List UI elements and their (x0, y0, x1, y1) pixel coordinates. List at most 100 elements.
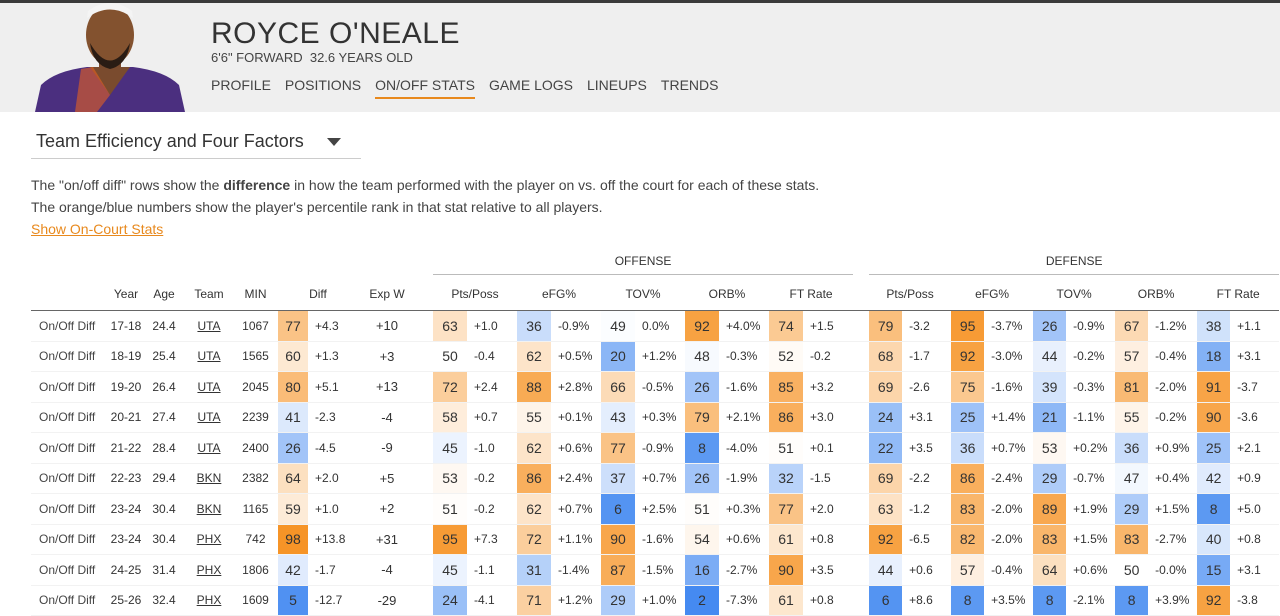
spacer (853, 341, 870, 372)
team-link[interactable]: UTA (185, 402, 233, 433)
spacer (853, 310, 870, 342)
stat-value: -4.5 (308, 432, 358, 464)
nav-tab[interactable]: ON/OFF STATS (375, 77, 475, 99)
spacer (853, 371, 870, 403)
percentile: 29 (601, 585, 635, 616)
stat-value: +1.5% (1066, 524, 1116, 555)
group-label: OFFENSE (433, 254, 854, 275)
stat-value: +0.6% (1066, 554, 1116, 586)
column-header: Team (185, 277, 233, 311)
team-link[interactable]: UTA (185, 432, 233, 464)
percentile: 86 (951, 463, 985, 494)
stat-value: +1.3 (308, 341, 358, 372)
percentile: 53 (433, 463, 467, 494)
stat-value: -2.7% (1148, 524, 1198, 555)
percentile: 51 (685, 493, 719, 525)
stat-value: +1.0 (467, 310, 517, 342)
group-label: DEFENSE (869, 254, 1280, 275)
stat-value: +2.1% (719, 402, 769, 433)
stat-value: -3.2 (902, 310, 952, 342)
percentile: 5 (278, 585, 308, 616)
team-link[interactable]: PHX (185, 585, 233, 616)
toggle-link[interactable]: Show On-Court Stats (31, 221, 164, 237)
percentile: 20 (601, 341, 635, 372)
percentile: 21 (1033, 402, 1067, 433)
percentile: 79 (685, 402, 719, 433)
percentile: 87 (601, 554, 635, 586)
stat-value: +0.3% (635, 402, 685, 433)
cell: 20-21 (109, 402, 143, 433)
row-label: On/Off Diff (31, 341, 109, 372)
stat-value: +1.5% (1148, 493, 1198, 525)
percentile: 8 (685, 432, 719, 464)
desc-bold: difference (223, 177, 291, 193)
stat-value: +0.8 (1230, 524, 1280, 555)
description-line: The "on/off diff" rows show the differen… (31, 177, 819, 193)
nav-tab[interactable]: LINEUPS (586, 77, 647, 93)
expected-wins: -4 (358, 402, 416, 433)
nav-tab[interactable]: GAME LOGS (488, 77, 573, 93)
stat-value: -0.7% (1066, 463, 1116, 494)
group-header: OFFENSE (433, 251, 854, 277)
percentile: 95 (433, 524, 467, 555)
percentile: 77 (601, 432, 635, 464)
column-header: Diff (278, 277, 358, 311)
stat-value: -0.3% (1066, 371, 1116, 403)
spacer (853, 463, 870, 494)
cell: 28.4 (143, 432, 185, 464)
percentile: 63 (869, 493, 903, 525)
percentile: 57 (1115, 341, 1149, 372)
stat-value: -6.5 (902, 524, 952, 555)
percentile: 8 (951, 585, 985, 616)
expected-wins: -4 (358, 554, 416, 586)
spacer (416, 524, 433, 555)
row-label: On/Off Diff (31, 524, 109, 555)
stat-value: -1.6% (719, 371, 769, 403)
team-link[interactable]: BKN (185, 493, 233, 525)
cell: 2400 (233, 432, 278, 464)
percentile: 8 (1115, 585, 1149, 616)
cell: 30.4 (143, 493, 185, 525)
stat-value: +0.8 (803, 524, 854, 555)
team-link[interactable]: UTA (185, 341, 233, 372)
percentile: 8 (1033, 585, 1067, 616)
spacer (416, 371, 433, 403)
cell: 2045 (233, 371, 278, 403)
stat-value: -2.6 (902, 371, 952, 403)
expected-wins: -29 (358, 585, 416, 616)
percentile: 29 (1115, 493, 1149, 525)
nav-tab[interactable]: POSITIONS (284, 77, 362, 93)
stat-value: 0.0% (635, 310, 685, 342)
stat-value: +1.2% (551, 585, 601, 616)
percentile: 42 (1197, 463, 1231, 494)
stat-value: +1.9% (1066, 493, 1116, 525)
team-link[interactable]: UTA (185, 310, 233, 342)
nav-tab[interactable]: PROFILE (211, 77, 271, 93)
nav-tab[interactable]: TRENDS (660, 77, 719, 93)
percentile: 38 (1197, 310, 1231, 342)
team-link[interactable]: PHX (185, 524, 233, 555)
desc-text: The "on/off diff" rows show the (31, 177, 224, 193)
cell: 22-23 (109, 463, 143, 494)
stat-value: +4.0% (719, 310, 769, 342)
expected-wins: +10 (358, 310, 416, 342)
percentile: 8 (1197, 493, 1231, 525)
team-link[interactable]: BKN (185, 463, 233, 494)
percentile: 77 (278, 310, 308, 342)
percentile: 25 (1197, 432, 1231, 464)
description-line: The orange/blue numbers show the player'… (31, 199, 603, 215)
expected-wins: +13 (358, 371, 416, 403)
stat-value: -1.7 (902, 341, 952, 372)
percentile: 24 (869, 402, 903, 433)
percentile: 64 (1033, 554, 1067, 586)
expected-wins: +2 (358, 493, 416, 525)
team-link[interactable]: PHX (185, 554, 233, 586)
cell: 25-26 (109, 585, 143, 616)
stat-selector[interactable]: Team Efficiency and Four Factors (31, 126, 361, 159)
column-header: FT Rate (769, 277, 854, 311)
team-link[interactable]: UTA (185, 371, 233, 403)
table-row: On/Off Diff 17-18 24.4 UTA 1067 77 +4.3 +10 63 +1… (31, 310, 1280, 342)
percentile: 57 (951, 554, 985, 586)
percentile: 68 (869, 341, 903, 372)
stat-value: -1.5 (803, 463, 854, 494)
